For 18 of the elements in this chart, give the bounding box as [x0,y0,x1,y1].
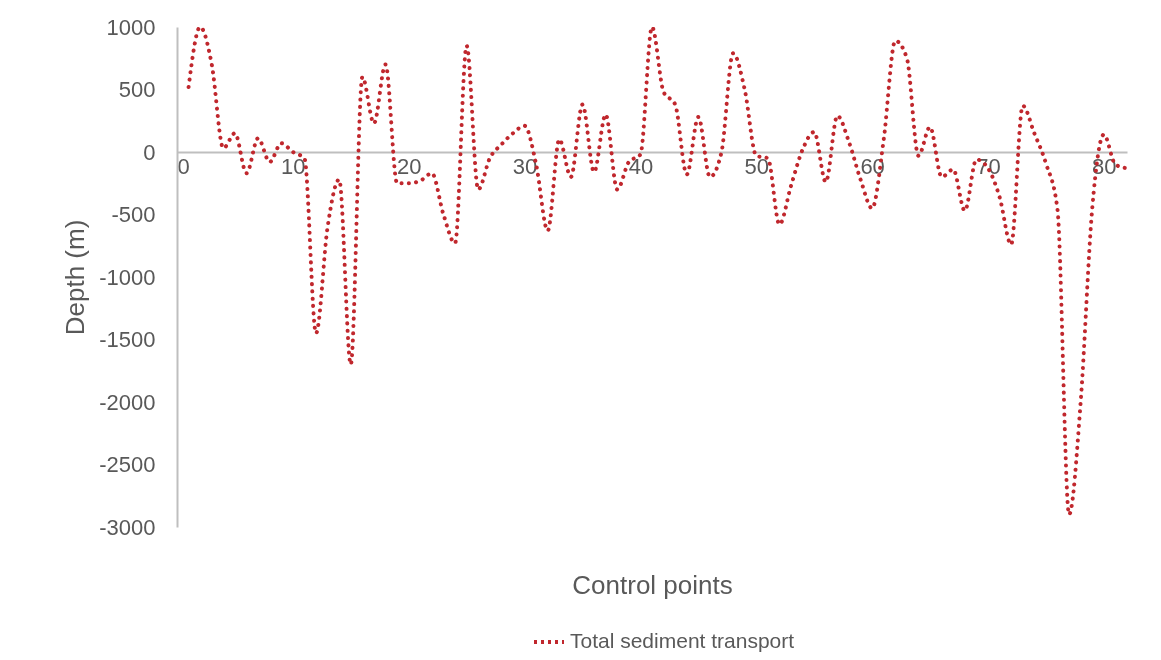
x-tick-label: 0 [177,153,190,179]
y-tick-label: -1000 [99,264,156,290]
x-tick-label: 50 [744,153,770,179]
x-axis-title: Control points [572,569,733,600]
x-tick-label: 10 [281,153,306,179]
y-tick-label: -500 [111,202,156,227]
x-tick-label: 20 [396,153,422,179]
y-tick-label: 500 [118,77,156,102]
y-axis-title: Depth (m) [60,219,91,336]
x-tick-label: 30 [512,153,538,179]
legend-label: Total sediment transport [570,629,795,652]
x-tick-label: 40 [628,153,654,179]
y-tick-label: -3000 [99,514,156,540]
x-tick-label: 60 [860,153,885,179]
y-tick-label: -2000 [99,389,156,415]
y-tick-label: -1500 [99,327,156,352]
y-tick-label: -2500 [99,452,156,477]
y-tick-label: 1000 [106,14,156,40]
